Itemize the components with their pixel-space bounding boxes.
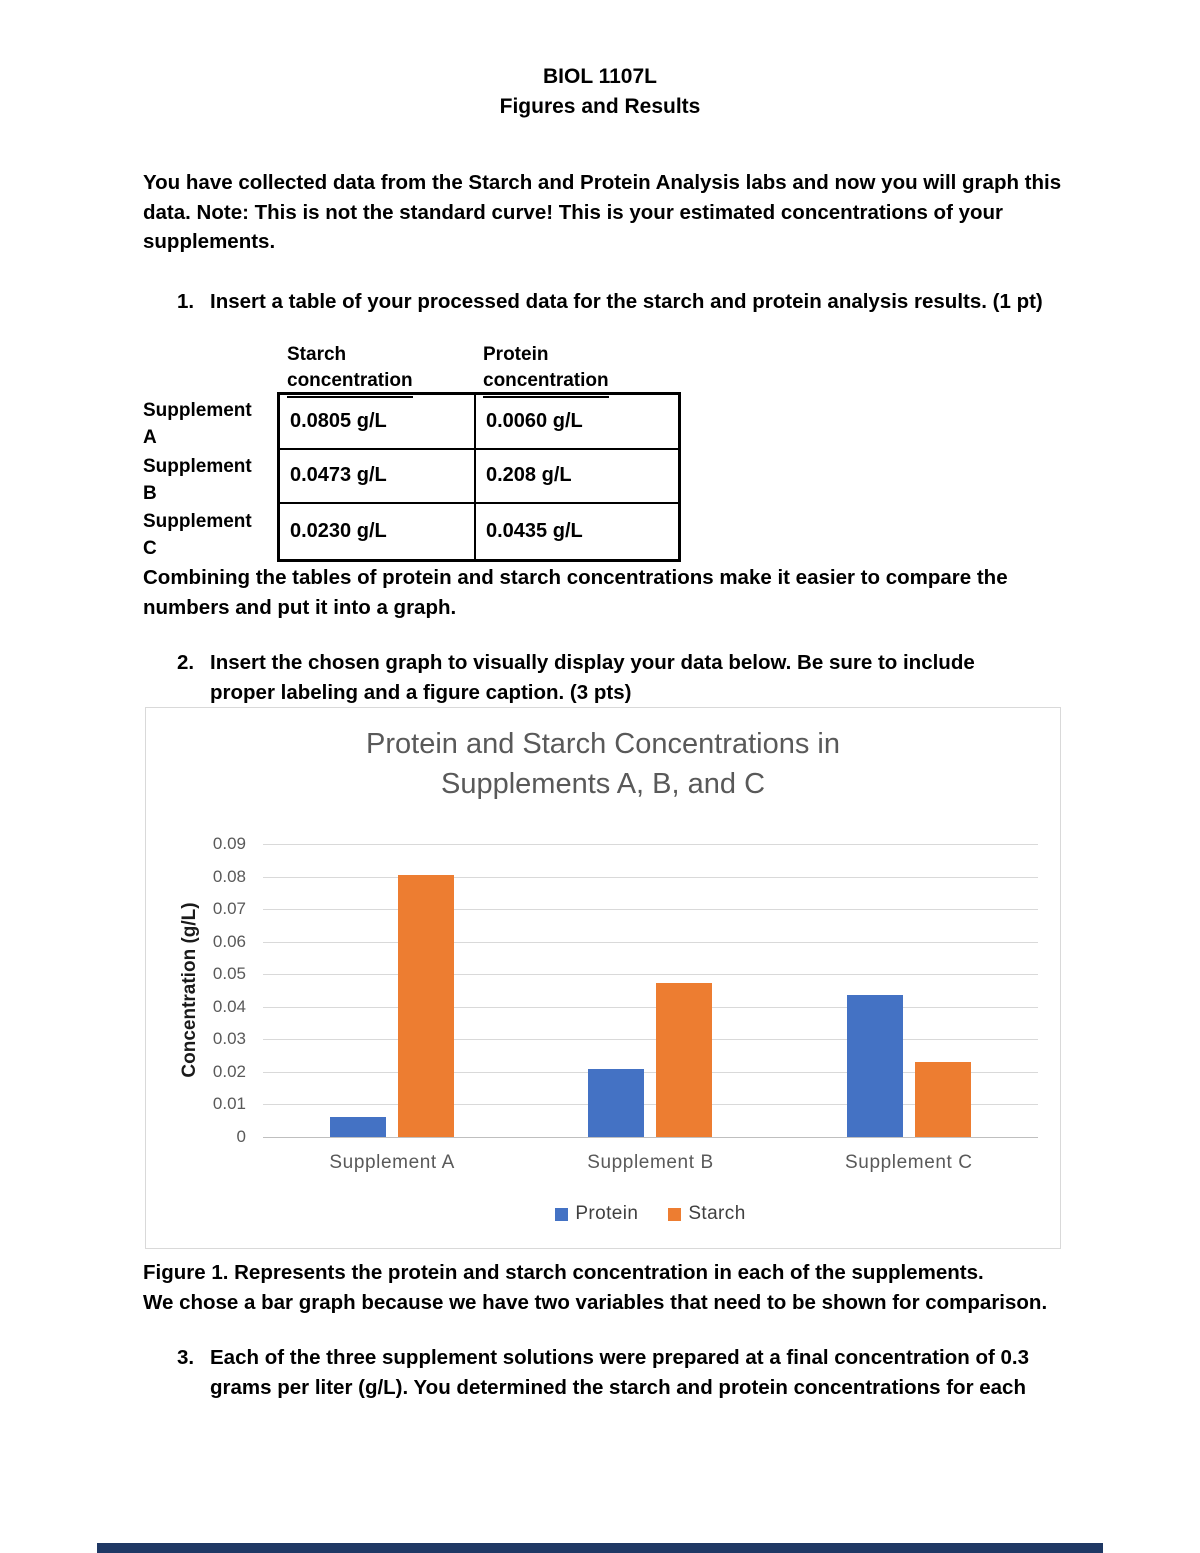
after-table-paragraph: Combining the tables of protein and star…	[143, 566, 1008, 619]
bar-protein-supplement-b	[588, 1069, 645, 1137]
document-header: BIOL 1107L Figures and Results	[0, 62, 1200, 122]
cell-protein-supplement-a: 0.0060 g/L	[476, 395, 678, 450]
x-category-label-supplement-a: Supplement A	[329, 1152, 455, 1173]
legend-swatch-starch	[668, 1207, 682, 1221]
bar-starch-supplement-c	[914, 1062, 971, 1137]
y-tick-label: 0.09	[212, 834, 246, 853]
table-row-label-supplement-a: Supplement A	[143, 400, 252, 448]
list-text-3: Each of the three supplement solutions w…	[210, 1346, 1030, 1399]
bar-group-supplement-c	[780, 844, 1038, 1137]
gridline	[263, 974, 1038, 976]
table-row-label-supplement-b: Supplement B	[143, 456, 252, 504]
y-tick-label: 0.07	[212, 899, 246, 919]
table-header-protein-line1: Protein	[483, 344, 549, 365]
gridline	[263, 1071, 1038, 1073]
table-header-starch-line1: Starch	[287, 344, 347, 365]
bar-protein-supplement-a	[330, 1117, 387, 1137]
bar-group-supplement-b	[521, 844, 779, 1137]
list-item-3: 3. Each of the three supplement solution…	[177, 1343, 1055, 1402]
next-page-edge	[97, 1543, 1103, 1553]
intro-paragraph: You have collected data from the Starch …	[143, 171, 1062, 253]
table-header-protein-line2: concentration	[483, 368, 609, 398]
bars-layer	[263, 844, 1038, 1137]
x-category-label-supplement-c: Supplement C	[845, 1152, 973, 1173]
legend-label-protein: Protein	[575, 1203, 639, 1224]
x-category-label-supplement-b: Supplement B	[587, 1152, 714, 1173]
figure-caption-line2: We chose a bar graph because we have two…	[143, 1291, 1048, 1314]
gridline	[263, 876, 1038, 878]
table-row-label-supplement-c: Supplement C	[143, 511, 252, 559]
legend-item-starch: Starch	[668, 1203, 745, 1225]
gridline	[263, 1039, 1038, 1041]
table-header-starch-line2: concentration	[287, 368, 413, 398]
y-tick-label: 0.08	[212, 866, 246, 886]
chart-title: Protein and Starch Concentrations in Sup…	[146, 724, 1060, 804]
legend-swatch-protein	[555, 1207, 569, 1221]
bar-starch-supplement-b	[656, 983, 713, 1137]
list-text-2: Insert the chosen graph to visually disp…	[210, 651, 975, 704]
list-item-1: 1. Insert a table of your processed data…	[177, 287, 1043, 317]
y-tick-label: 0.05	[212, 964, 246, 984]
x-axis-labels: Supplement A Supplement B Supplement C	[263, 1152, 1038, 1174]
y-tick-label: 0.06	[212, 931, 246, 951]
data-table: 0.0805 g/L 0.0060 g/L 0.0473 g/L 0.208 g…	[277, 392, 681, 562]
plot-area	[263, 844, 1038, 1138]
y-axis-title: Concentration (g/L)	[179, 902, 200, 1078]
gridline	[263, 1006, 1038, 1008]
cell-protein-supplement-c: 0.0435 g/L	[486, 520, 583, 543]
legend-label-starch: Starch	[688, 1203, 746, 1224]
table-header-starch: Starch concentration	[287, 342, 413, 398]
chart-title-line2: Supplements A, B, and C	[440, 768, 766, 800]
x-axis-line	[263, 1137, 1038, 1138]
bar-protein-supplement-c	[846, 995, 903, 1137]
legend-item-protein: Protein	[555, 1203, 638, 1225]
list-number-2: 2.	[177, 651, 195, 674]
list-number-1: 1.	[177, 290, 195, 313]
list-item-2: 2. Insert the chosen graph to visually d…	[177, 648, 1040, 707]
doc-title-line1: BIOL 1107L	[542, 65, 657, 88]
cell-starch-supplement-a: 0.0805 g/L	[280, 395, 476, 450]
gridline	[263, 941, 1038, 943]
list-number-3: 3.	[177, 1346, 195, 1369]
figure-caption-line1: Figure 1. Represents the protein and sta…	[143, 1261, 984, 1284]
y-tick-label: 0	[236, 1127, 246, 1146]
list-text-1: Insert a table of your processed data fo…	[210, 290, 1043, 313]
y-tick-label: 0.02	[212, 1061, 246, 1081]
cell-protein-supplement-b: 0.208 g/L	[476, 450, 678, 505]
table-header-protein: Protein concentration	[483, 342, 609, 398]
doc-title-line2: Figures and Results	[499, 95, 701, 118]
bar-starch-supplement-a	[398, 874, 455, 1137]
bar-group-supplement-a	[263, 844, 521, 1137]
y-tick-label: 0.04	[212, 996, 246, 1016]
chart-legend: Protein Starch	[263, 1203, 1038, 1225]
y-tick-label: 0.03	[212, 1029, 246, 1049]
chart-title-line1: Protein and Starch Concentrations in	[366, 728, 840, 760]
y-tick-label: 0.01	[212, 1094, 246, 1114]
cell-starch-supplement-b: 0.0473 g/L	[280, 449, 476, 505]
gridline	[263, 1104, 1038, 1106]
cell-starch-supplement-c: 0.0230 g/L	[280, 504, 476, 559]
gridline	[263, 844, 1038, 845]
bar-chart-figure: Protein and Starch Concentrations in Sup…	[145, 707, 1061, 1249]
gridline	[263, 909, 1038, 911]
